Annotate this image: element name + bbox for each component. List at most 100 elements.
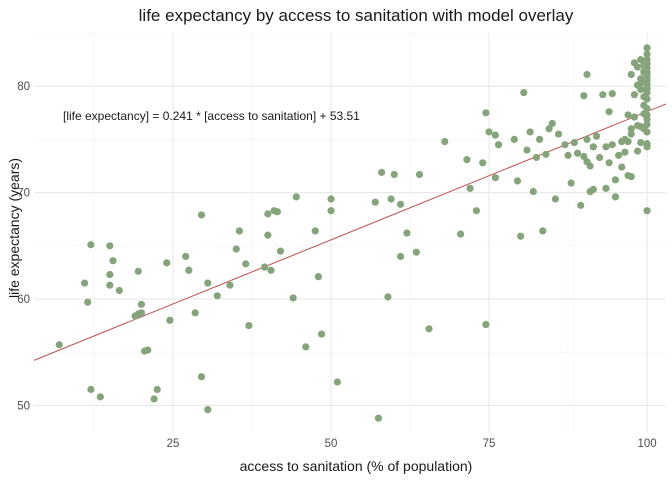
scatter-point <box>643 50 651 58</box>
scatter-point <box>235 227 243 235</box>
scatter-point <box>491 131 499 139</box>
scatter-point <box>643 120 651 129</box>
scatter-point <box>517 232 525 240</box>
scatter-point <box>561 141 569 149</box>
scatter-point <box>548 119 556 128</box>
scatter-point <box>583 135 591 143</box>
y-tick-label: 60 <box>17 294 30 306</box>
scatter-point <box>415 170 424 179</box>
scatter-point <box>608 141 616 149</box>
scatter-point <box>302 343 310 351</box>
scatter-point <box>412 248 420 256</box>
scatter-point <box>87 241 95 249</box>
scatter-point <box>637 138 645 147</box>
scatter-point <box>554 130 563 138</box>
scatter-point <box>314 273 322 281</box>
scatter-point <box>96 393 104 401</box>
x-tick-label: 50 <box>325 438 338 450</box>
scatter-point <box>106 281 114 289</box>
scatter-point <box>532 153 541 162</box>
scatter-point <box>289 294 297 302</box>
scatter-point <box>630 91 639 99</box>
scatter-point <box>627 125 635 133</box>
x-tick-label: 100 <box>637 438 656 450</box>
scatter-point <box>55 341 63 349</box>
scatter-point <box>163 259 171 267</box>
scatter-point <box>191 309 199 317</box>
scatter-point <box>633 147 642 155</box>
scatter-point <box>485 128 493 136</box>
scatter-point <box>378 168 386 176</box>
scatter-point <box>276 247 285 255</box>
scatter-point <box>185 266 193 274</box>
scatter-point <box>166 316 174 324</box>
scatter-point <box>371 198 379 206</box>
scatter-point <box>611 176 620 184</box>
scatter-point <box>457 230 465 238</box>
scatter-point <box>520 88 528 97</box>
scatter-point <box>213 292 221 300</box>
scatter-point <box>627 130 635 138</box>
scatter-point <box>80 279 89 287</box>
scatter-point <box>204 279 212 287</box>
scatter-point <box>491 174 499 182</box>
scatter-point <box>580 92 588 100</box>
scatter-point <box>643 44 651 52</box>
scatter-point <box>463 156 471 164</box>
scatter-point <box>643 88 651 97</box>
scatter-point <box>387 195 395 203</box>
scatter-point <box>482 109 490 117</box>
x-tick-label: 75 <box>483 438 496 450</box>
y-tick-label: 50 <box>17 400 30 412</box>
scatter-point <box>542 150 550 158</box>
x-tick-label: 25 <box>167 438 180 450</box>
scatter-point <box>403 229 411 237</box>
scatter-point <box>317 330 326 338</box>
scatter-point <box>580 152 588 161</box>
scatter-point <box>106 242 114 250</box>
scatter-point <box>510 135 518 143</box>
scatter-point <box>137 300 146 308</box>
scatter-point <box>605 108 613 116</box>
scatter-point <box>592 132 601 140</box>
scatter-point <box>494 141 503 149</box>
scatter-point <box>643 115 651 123</box>
scatter-point <box>624 137 632 146</box>
scatter-point <box>608 90 616 98</box>
scatter-point <box>513 177 522 185</box>
scatter-point <box>153 385 161 394</box>
scatter-point <box>615 151 623 159</box>
model-equation-annotation: [life expectancy] = 0.241 * [access to s… <box>63 109 360 123</box>
scatter-point <box>425 325 433 333</box>
scatter-point <box>109 257 117 265</box>
scatter-point <box>327 195 335 203</box>
scatter-points <box>55 44 651 422</box>
scatter-point <box>529 187 537 196</box>
scatter-point <box>396 200 405 208</box>
scatter-point <box>570 138 578 147</box>
scatter-point <box>137 309 146 317</box>
regression-line <box>33 103 667 361</box>
scatter-point <box>264 231 272 239</box>
scatter-point <box>232 245 240 253</box>
scatter-point <box>602 184 610 192</box>
scatter-point <box>390 170 398 179</box>
scatter-point <box>144 346 152 354</box>
scatter-point <box>643 128 651 136</box>
scatter-point <box>226 281 234 289</box>
scatter-point <box>621 148 629 156</box>
scatter-point <box>245 322 253 330</box>
scatter-point <box>599 91 607 99</box>
scatter-point <box>589 143 597 151</box>
scatter-point <box>523 146 531 154</box>
scatter-point <box>564 151 572 159</box>
scatter-point <box>627 173 635 181</box>
scatter-point <box>643 140 651 148</box>
y-tick-label: 70 <box>17 188 30 200</box>
scatter-point <box>618 163 626 171</box>
scatter-point <box>605 159 613 167</box>
scatter-point <box>197 211 206 219</box>
y-axis-title: life expectancy (years) <box>6 158 22 298</box>
scatter-point <box>643 104 651 113</box>
